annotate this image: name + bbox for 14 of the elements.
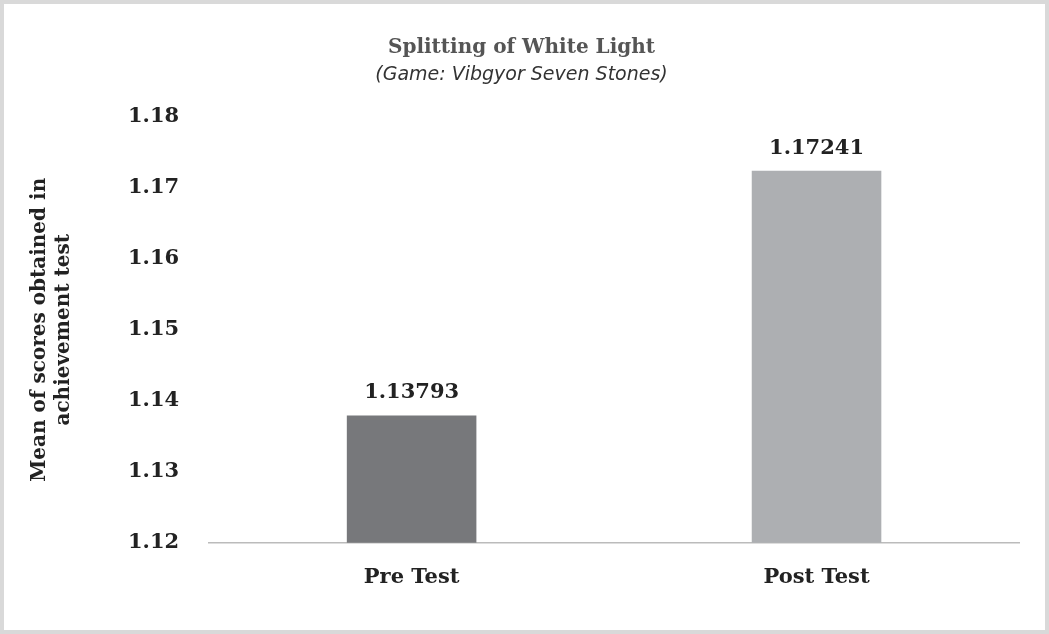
y-tick-label: 1.13: [127, 457, 180, 483]
y-tick-label: 1.15: [127, 315, 180, 341]
x-tick-label: Pre Test: [363, 562, 460, 588]
data-label: 1.17241: [769, 133, 865, 159]
y-axis-title: Mean of scores obtained in achievement test: [26, 177, 75, 482]
y-tick-label: 1.18: [127, 102, 180, 128]
chart-subtitle: (Game: Vibgyor Seven Stones): [375, 62, 668, 85]
y-tick-label: 1.14: [127, 386, 180, 412]
y-tick-label: 1.16: [127, 244, 180, 270]
y-tick-label: 1.17: [127, 173, 180, 199]
x-tick-label: Post Test: [763, 562, 870, 588]
y-tick-label: 1.12: [127, 528, 180, 554]
data-label: 1.13793: [364, 378, 460, 404]
chart-title: Splitting of White Light: [387, 34, 656, 59]
